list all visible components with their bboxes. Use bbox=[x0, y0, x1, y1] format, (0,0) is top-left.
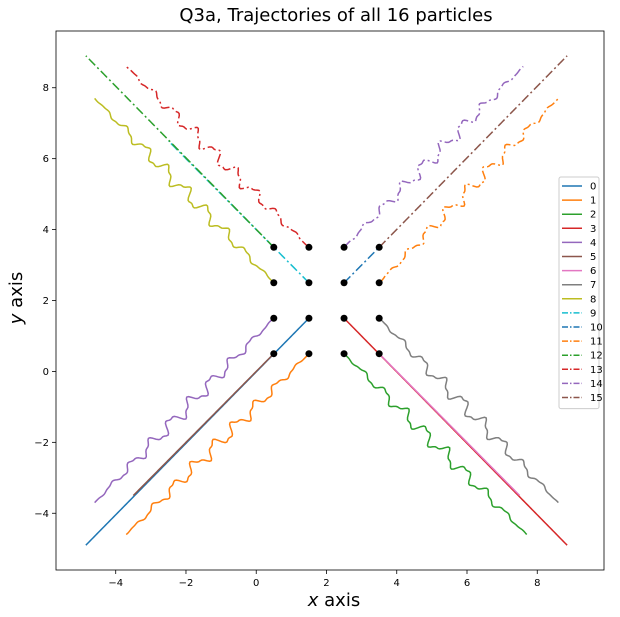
legend-label-1: 1 bbox=[590, 196, 596, 207]
start-point bbox=[305, 243, 313, 251]
legend-label-10: 10 bbox=[590, 323, 603, 334]
x-tick-label: 6 bbox=[464, 578, 470, 589]
start-point bbox=[305, 350, 313, 358]
y-tick-label: 8 bbox=[43, 83, 49, 94]
start-point bbox=[340, 314, 348, 322]
series-line-9 bbox=[167, 140, 310, 284]
legend-label-12: 12 bbox=[590, 351, 603, 362]
start-point bbox=[340, 279, 348, 287]
start-point bbox=[305, 314, 313, 322]
legend-label-15: 15 bbox=[590, 393, 603, 404]
legend-box bbox=[558, 176, 600, 410]
legend-label-7: 7 bbox=[590, 280, 596, 291]
x-tick-label: 2 bbox=[323, 578, 329, 589]
series-line-2 bbox=[343, 353, 528, 536]
y-axis-var: y bbox=[6, 313, 27, 325]
series-line-5 bbox=[132, 353, 275, 497]
series-line-4 bbox=[94, 317, 275, 504]
legend-label-0: 0 bbox=[590, 182, 596, 193]
legend-label-4: 4 bbox=[590, 238, 596, 249]
x-tick-label: −4 bbox=[108, 578, 123, 589]
start-point bbox=[375, 243, 383, 251]
start-point bbox=[270, 350, 278, 358]
start-point bbox=[270, 243, 278, 251]
legend-label-2: 2 bbox=[590, 210, 596, 221]
series-line-8 bbox=[94, 97, 275, 284]
y-axis-title: y axis bbox=[6, 272, 27, 325]
x-tick-label: 4 bbox=[394, 578, 400, 589]
plot-frame bbox=[55, 30, 605, 571]
y-tick-label: 2 bbox=[43, 296, 49, 307]
legend-label-14: 14 bbox=[590, 379, 603, 390]
start-points-layer bbox=[270, 243, 383, 358]
legend-label-3: 3 bbox=[590, 224, 596, 235]
y-ticks: −4 −2 0 2 4 6 8 bbox=[34, 83, 56, 520]
series-line-11 bbox=[378, 97, 559, 284]
legend-label-6: 6 bbox=[590, 266, 596, 277]
start-point bbox=[340, 243, 348, 251]
x-ticks: −4 −2 0 2 4 6 8 bbox=[108, 570, 540, 589]
series-line-14 bbox=[343, 65, 524, 248]
start-point bbox=[340, 350, 348, 358]
start-point bbox=[270, 279, 278, 287]
y-tick-label: −4 bbox=[34, 509, 49, 520]
start-point bbox=[270, 314, 278, 322]
legend-label-5: 5 bbox=[590, 252, 596, 263]
series-line-10 bbox=[343, 246, 380, 284]
x-tick-label: 8 bbox=[534, 578, 540, 589]
x-axis-rest: axis bbox=[318, 590, 360, 611]
legend-label-13: 13 bbox=[590, 365, 603, 376]
x-axis-var: x bbox=[307, 590, 319, 611]
series-line-13 bbox=[125, 65, 310, 248]
series-line-12 bbox=[85, 55, 275, 248]
series-layer bbox=[85, 55, 568, 546]
y-tick-label: 4 bbox=[43, 225, 49, 236]
start-point bbox=[305, 279, 313, 287]
y-tick-label: −2 bbox=[34, 438, 49, 449]
series-line-1 bbox=[125, 353, 310, 536]
chart-title: Q3a, Trajectories of all 16 particles bbox=[179, 5, 492, 26]
start-point bbox=[375, 314, 383, 322]
x-tick-label: 0 bbox=[253, 578, 259, 589]
start-point bbox=[375, 279, 383, 287]
series-line-7 bbox=[378, 317, 559, 504]
legend-label-8: 8 bbox=[590, 294, 596, 305]
start-point bbox=[375, 350, 383, 358]
y-axis-rest: axis bbox=[6, 272, 27, 314]
x-axis-title: x axis bbox=[307, 590, 360, 611]
series-line-15 bbox=[378, 55, 568, 248]
legend-label-9: 9 bbox=[590, 308, 596, 319]
y-tick-label: 0 bbox=[43, 367, 49, 378]
legend-label-11: 11 bbox=[590, 337, 603, 348]
x-tick-label: −2 bbox=[179, 578, 194, 589]
y-tick-label: 6 bbox=[43, 154, 49, 165]
series-line-6 bbox=[378, 353, 521, 497]
